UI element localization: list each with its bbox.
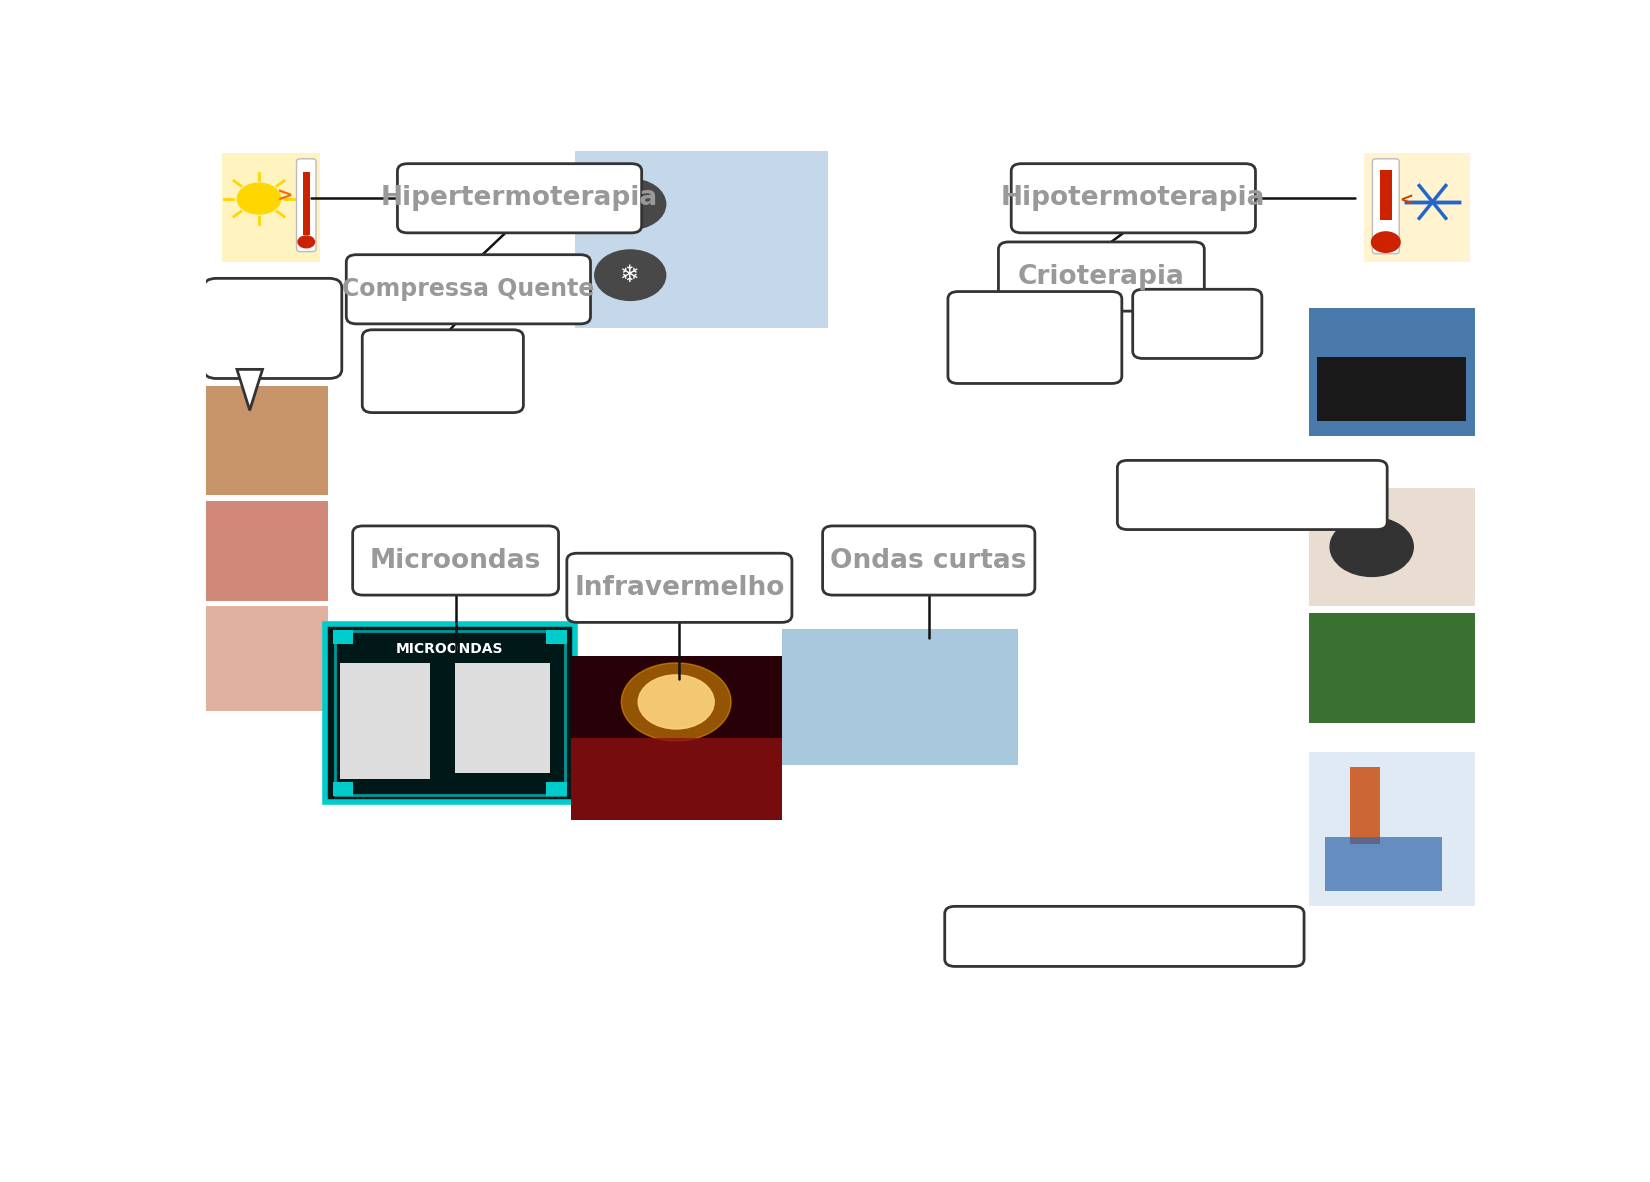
Text: Crioterapia: Crioterapia xyxy=(1018,264,1185,290)
Bar xyxy=(571,656,782,820)
Text: ❄: ❄ xyxy=(620,264,640,287)
Text: <: < xyxy=(1399,191,1412,210)
FancyBboxPatch shape xyxy=(297,158,317,252)
FancyBboxPatch shape xyxy=(363,330,523,413)
Text: Hipotermoterapia: Hipotermoterapia xyxy=(1002,186,1266,212)
Circle shape xyxy=(594,178,665,229)
Bar xyxy=(333,781,353,797)
Text: >: > xyxy=(277,187,292,206)
Bar xyxy=(1379,170,1391,220)
Text: Microondas: Microondas xyxy=(370,547,541,573)
Bar xyxy=(1363,152,1470,262)
Bar xyxy=(1308,488,1475,606)
Text: Infravermelho: Infravermelho xyxy=(574,574,785,600)
FancyBboxPatch shape xyxy=(1373,158,1399,254)
FancyBboxPatch shape xyxy=(398,163,642,233)
Bar xyxy=(571,738,782,820)
Circle shape xyxy=(1330,518,1414,577)
Bar xyxy=(1308,613,1475,722)
Circle shape xyxy=(1371,232,1401,252)
Circle shape xyxy=(622,663,731,741)
FancyBboxPatch shape xyxy=(203,278,342,378)
Bar xyxy=(206,606,328,710)
FancyBboxPatch shape xyxy=(353,526,559,595)
Bar xyxy=(1308,309,1475,436)
FancyBboxPatch shape xyxy=(945,907,1304,967)
Text: MICROONDAS: MICROONDAS xyxy=(396,642,503,656)
Bar xyxy=(1317,357,1467,421)
Bar xyxy=(340,663,431,779)
Bar xyxy=(1308,752,1475,907)
Text: Compressa Quente: Compressa Quente xyxy=(342,278,594,301)
Bar xyxy=(782,629,1018,765)
FancyBboxPatch shape xyxy=(823,526,1035,595)
FancyBboxPatch shape xyxy=(568,553,792,623)
Bar xyxy=(333,630,353,644)
Circle shape xyxy=(299,236,315,248)
Bar xyxy=(206,501,328,602)
Bar xyxy=(335,631,564,794)
Bar xyxy=(455,663,549,773)
Bar xyxy=(546,781,568,797)
FancyBboxPatch shape xyxy=(998,242,1204,311)
Bar xyxy=(221,152,320,262)
Bar xyxy=(574,151,828,329)
Bar xyxy=(206,385,328,495)
FancyBboxPatch shape xyxy=(1117,460,1388,530)
Bar xyxy=(325,624,574,801)
Bar xyxy=(1350,767,1379,844)
Bar xyxy=(302,173,310,235)
Circle shape xyxy=(639,675,714,729)
FancyBboxPatch shape xyxy=(346,254,591,324)
Bar xyxy=(546,630,568,644)
FancyBboxPatch shape xyxy=(947,292,1122,383)
Text: ♨: ♨ xyxy=(620,193,640,216)
FancyBboxPatch shape xyxy=(1132,290,1262,358)
Circle shape xyxy=(238,183,281,214)
Text: Hipertermoterapia: Hipertermoterapia xyxy=(381,186,658,212)
Polygon shape xyxy=(238,369,262,410)
Circle shape xyxy=(594,249,665,300)
FancyBboxPatch shape xyxy=(1011,163,1256,233)
Text: Ondas curtas: Ondas curtas xyxy=(830,547,1026,573)
Bar xyxy=(1325,837,1442,891)
